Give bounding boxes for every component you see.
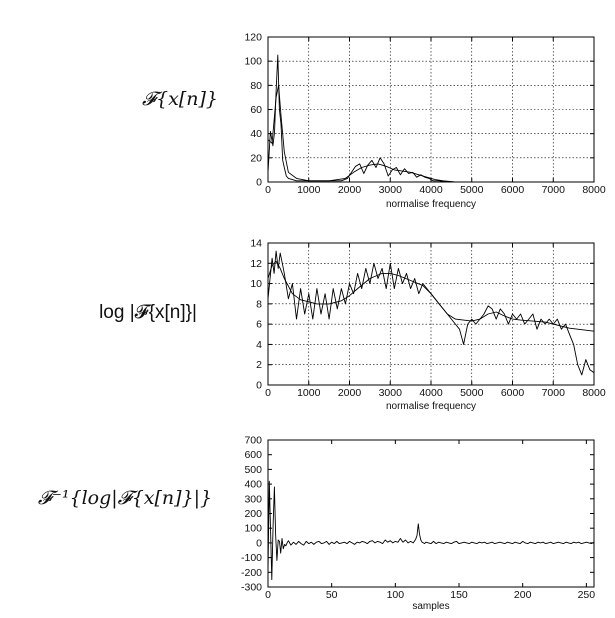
y-tick-label: 10 — [250, 278, 262, 290]
x-tick-label: 0 — [265, 387, 271, 399]
x-tick-label: 0 — [265, 184, 271, 196]
x-tick-label: 6000 — [501, 184, 525, 196]
y-tick-label: 80 — [250, 80, 262, 92]
y-tick-label: 2 — [256, 359, 262, 371]
x-tick-label: 1000 — [297, 387, 321, 399]
x-tick-label: 150 — [450, 589, 468, 601]
plot-frame — [267, 439, 595, 588]
x-tick-label: 3000 — [379, 387, 403, 399]
y-tick-label: 40 — [250, 128, 262, 140]
x-axis-title: normalise frequency — [386, 401, 476, 412]
x-tick-label: 4000 — [419, 184, 443, 196]
y-tick-label: -100 — [241, 552, 262, 564]
x-tick-label: 5000 — [460, 387, 484, 399]
series-line-1 — [267, 480, 595, 581]
x-tick-label: 1000 — [297, 184, 321, 196]
y-tick-label: 400 — [244, 479, 262, 491]
y-tick-label: 600 — [244, 449, 262, 461]
spectrum-chart: 0 1000 2000 3000 4000 5000 6000 7000 8000 0 20 40 60… — [244, 32, 605, 211]
x-tick-label: 2000 — [338, 387, 362, 399]
y-tick-label: -300 — [241, 582, 262, 594]
y-tick-label: 60 — [250, 104, 262, 116]
y-tick-label: 700 — [244, 435, 262, 447]
y-tick-label: 20 — [250, 152, 262, 164]
x-tick-label: 8000 — [582, 387, 606, 399]
y-tick-label: 14 — [250, 238, 262, 250]
y-tick-label: 120 — [244, 32, 262, 44]
x-tick-label: 7000 — [542, 387, 566, 399]
x-tick-label: 5000 — [460, 184, 484, 196]
y-tick-label: 0 — [256, 537, 262, 549]
x-axis-title: normalise frequency — [386, 199, 476, 210]
x-tick-label: 0 — [265, 589, 271, 601]
series-line-2 — [267, 260, 595, 332]
y-tick-label: 0 — [256, 380, 262, 392]
x-tick-label: 50 — [326, 589, 338, 601]
y-tick-label: 500 — [244, 464, 262, 476]
x-tick-label: 100 — [387, 589, 405, 601]
y-tick-label: -200 — [241, 567, 262, 579]
y-tick-label: 100 — [244, 523, 262, 535]
x-tick-label: 3000 — [379, 184, 403, 196]
y-tick-label: 4 — [256, 339, 262, 351]
y-tick-label: 100 — [244, 56, 262, 68]
y-tick-label: 300 — [244, 493, 262, 505]
x-tick-label: 8000 — [582, 184, 606, 196]
y-tick-label: 200 — [244, 508, 262, 520]
log-spectrum-chart: 0 1000 2000 3000 4000 5000 6000 7000 8000 0 2 4 6 8 10… — [250, 238, 606, 413]
cepstrum-chart: 0 50 100 150 200 250 -300 -200 -100 0 100 200 300 400… — [241, 435, 595, 613]
x-tick-label: 4000 — [419, 387, 443, 399]
series-line-2 — [267, 84, 594, 183]
y-tick-label: 8 — [256, 298, 262, 310]
panel3-label: 𝓕⁻¹{log|𝓕{x[n]}|} — [38, 487, 212, 509]
y-tick-label: 0 — [256, 177, 262, 189]
x-axis-title: samples — [412, 601, 449, 612]
panel2-label: log |𝓕{x[n]}| — [99, 302, 197, 323]
x-tick-label: 250 — [578, 589, 596, 601]
panel1-label: 𝓕{x[n]} — [142, 88, 218, 110]
x-tick-label: 6000 — [501, 387, 525, 399]
x-tick-label: 7000 — [542, 184, 566, 196]
x-tick-label: 2000 — [338, 184, 362, 196]
x-tick-label: 200 — [514, 589, 532, 601]
y-tick-label: 6 — [256, 319, 262, 331]
series-line-1 — [267, 250, 595, 376]
series-line-1 — [267, 54, 594, 183]
y-tick-label: 12 — [250, 258, 262, 270]
